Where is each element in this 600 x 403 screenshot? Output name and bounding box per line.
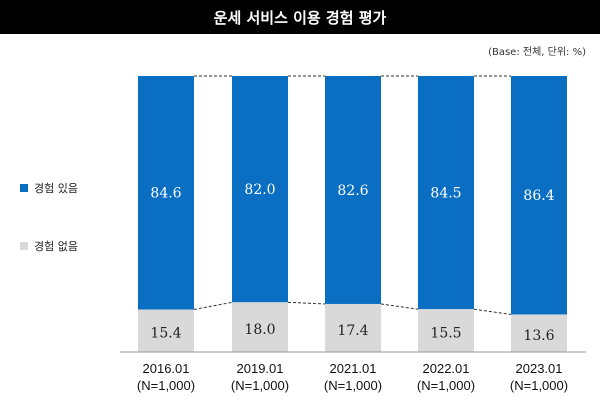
x-tick-label-2022.01: 2022.01: [423, 361, 470, 376]
legend-item-experienced: 경험 있음: [20, 180, 78, 196]
value-label-not-experienced-2019.01: 18.0: [244, 322, 275, 338]
x-tick-label-2021.01: 2021.01: [330, 361, 377, 376]
value-label-not-experienced-2016.01: 15.4: [150, 326, 181, 342]
x-tick-label-2019.01: 2019.01: [237, 361, 284, 376]
chart-title: 운세 서비스 이용 경험 평가: [0, 0, 600, 34]
x-tick-sublabel-2021.01: (N=1,000): [324, 378, 382, 393]
bar-experienced-2016.01: [138, 76, 194, 310]
x-tick-label-2016.01: 2016.01: [143, 361, 190, 376]
x-tick-sublabel-2019.01: (N=1,000): [231, 378, 289, 393]
chart-title-text: 운세 서비스 이용 경험 평가: [213, 8, 387, 27]
value-label-experienced-2022.01: 84.5: [430, 186, 461, 202]
value-label-not-experienced-2023.01: 13.6: [523, 328, 554, 344]
bar-experienced-2023.01: [511, 76, 567, 315]
value-label-experienced-2021.01: 82.6: [337, 183, 368, 199]
connector-boundary-3: [473, 308, 512, 315]
value-label-not-experienced-2022.01: 15.5: [430, 326, 461, 342]
connector-boundary-0: [193, 301, 233, 310]
x-tick-sublabel-2023.01: (N=1,000): [510, 378, 568, 393]
legend-swatch-not-experienced: [20, 242, 28, 250]
connector-boundary-1: [287, 301, 326, 305]
bar-not-experienced-2019.01: [232, 302, 288, 352]
unit-note: (Base: 전체, 단위: %): [488, 47, 586, 58]
x-tick-sublabel-2016.01: (N=1,000): [137, 378, 195, 393]
bar-not-experienced-2023.01: [511, 314, 567, 352]
bar-experienced-2019.01: [232, 76, 288, 303]
x-tick-sublabel-2022.01: (N=1,000): [417, 378, 475, 393]
bar-not-experienced-2021.01: [325, 303, 381, 352]
bar-experienced-2021.01: [325, 76, 381, 304]
value-label-experienced-2019.01: 82.0: [244, 182, 275, 198]
legend-label-not-experienced: 경험 없음: [34, 240, 78, 253]
connector-boundary-2: [380, 303, 419, 310]
value-label-experienced-2016.01: 84.6: [150, 186, 181, 202]
bar-not-experienced-2022.01: [418, 309, 474, 352]
legend-swatch-experienced: [20, 184, 28, 192]
legend-item-not-experienced: 경험 없음: [20, 238, 78, 254]
bar-not-experienced-2016.01: [138, 309, 194, 352]
value-label-experienced-2023.01: 86.4: [523, 188, 554, 204]
x-tick-label-2023.01: 2023.01: [516, 361, 563, 376]
legend-label-experienced: 경험 있음: [34, 182, 78, 195]
value-label-not-experienced-2021.01: 17.4: [337, 323, 368, 339]
bar-experienced-2022.01: [418, 76, 474, 310]
